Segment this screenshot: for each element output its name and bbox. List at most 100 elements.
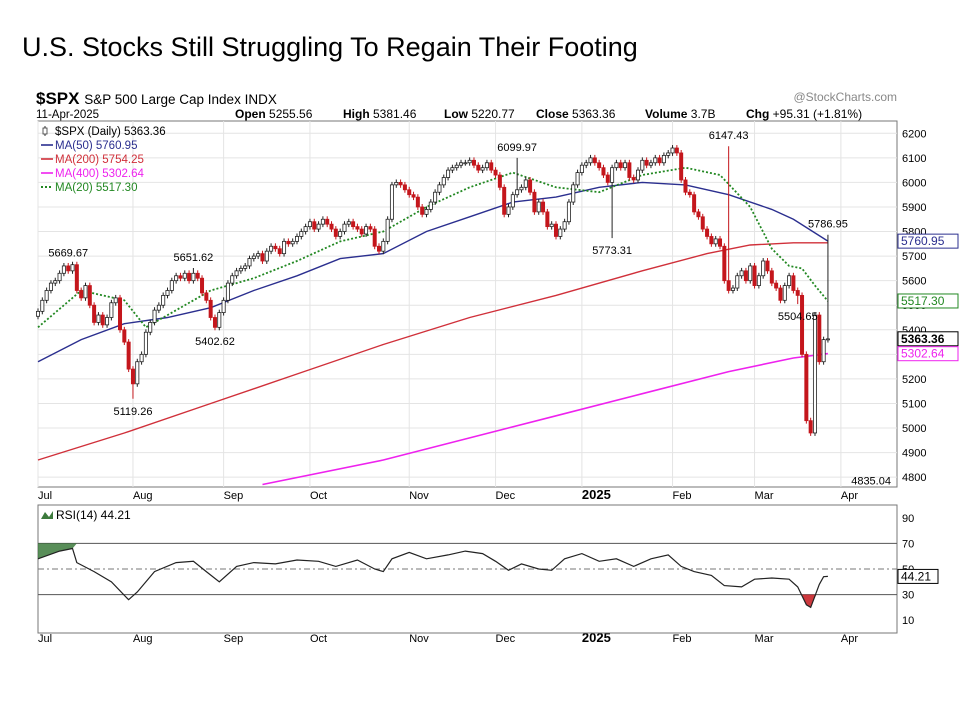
candle-body bbox=[562, 221, 567, 230]
candle bbox=[700, 213, 705, 233]
rsi-tick-label: 30 bbox=[902, 590, 914, 602]
candle-body bbox=[364, 226, 369, 235]
candle-body bbox=[238, 267, 243, 272]
candle-body bbox=[471, 159, 476, 166]
candle bbox=[566, 199, 571, 225]
candle bbox=[204, 289, 209, 304]
candle bbox=[648, 159, 653, 169]
candle-body bbox=[411, 194, 416, 198]
candle-body bbox=[459, 162, 464, 166]
candle-body bbox=[415, 196, 420, 208]
candle-body bbox=[726, 280, 731, 291]
candle-body bbox=[467, 159, 472, 164]
candle bbox=[718, 235, 723, 250]
candle bbox=[364, 223, 369, 237]
candle bbox=[730, 285, 735, 294]
candle-body bbox=[57, 272, 62, 282]
price-annotation: 6099.97 bbox=[497, 142, 537, 154]
candle-body bbox=[640, 159, 645, 171]
candle bbox=[748, 262, 753, 284]
candle-body bbox=[463, 162, 468, 165]
candle-body bbox=[761, 260, 766, 277]
candle-body bbox=[148, 322, 153, 333]
candle-body bbox=[260, 253, 265, 262]
candle bbox=[450, 164, 455, 174]
candle bbox=[553, 221, 558, 240]
candle bbox=[195, 270, 200, 282]
candle-body bbox=[661, 154, 666, 164]
candle-body bbox=[307, 221, 312, 228]
candle-body bbox=[579, 164, 584, 173]
candle bbox=[264, 248, 269, 264]
candle-body bbox=[476, 164, 481, 171]
candle-body bbox=[36, 310, 41, 317]
candle bbox=[53, 277, 58, 287]
candle-body bbox=[623, 162, 628, 169]
right-value-label: 5517.30 bbox=[897, 293, 959, 309]
candle-body bbox=[644, 159, 649, 166]
chart-date: 11-Apr-2025 bbox=[36, 109, 99, 121]
candle-body bbox=[161, 295, 166, 306]
candle bbox=[92, 302, 97, 326]
candle-body bbox=[808, 420, 813, 434]
candle-body bbox=[575, 172, 580, 186]
candle bbox=[506, 204, 511, 218]
x-axis-label: Feb bbox=[673, 490, 692, 502]
candle bbox=[79, 287, 84, 301]
candle-body bbox=[368, 226, 373, 230]
candle-body bbox=[130, 368, 135, 385]
candle bbox=[174, 272, 179, 284]
candle-body bbox=[398, 182, 403, 186]
rsi-x-axis-label: Nov bbox=[409, 633, 429, 645]
rsi-current-box bbox=[897, 568, 939, 584]
candle-body bbox=[105, 317, 110, 326]
candle-body bbox=[774, 282, 779, 289]
candle bbox=[454, 162, 459, 171]
candle-body bbox=[212, 317, 217, 328]
candle-body bbox=[247, 258, 252, 267]
candle bbox=[161, 292, 166, 309]
rsi-x-axis-label: Sep bbox=[224, 633, 244, 645]
rsi-x-axis-label: Oct bbox=[310, 633, 327, 645]
price-annotation: 5651.62 bbox=[174, 252, 214, 264]
ma400-line bbox=[262, 352, 829, 486]
quote-high: High 5381.46 bbox=[343, 107, 417, 121]
candle bbox=[726, 146, 731, 294]
legend-label: MA(20) 5517.30 bbox=[55, 182, 137, 194]
candle-body bbox=[484, 162, 489, 169]
candle-body bbox=[519, 186, 524, 191]
candle bbox=[221, 297, 226, 316]
candle bbox=[238, 265, 243, 274]
candle bbox=[484, 159, 489, 171]
candle-body bbox=[825, 338, 830, 341]
candle-body bbox=[394, 182, 399, 186]
candle bbox=[489, 159, 494, 174]
candle bbox=[459, 159, 464, 169]
candle-body bbox=[743, 270, 748, 282]
candle-body bbox=[541, 201, 546, 213]
candle-body bbox=[109, 302, 114, 318]
candle bbox=[644, 157, 649, 169]
candle-body bbox=[532, 191, 537, 213]
candle bbox=[187, 270, 192, 284]
candle bbox=[169, 277, 174, 294]
candle-body bbox=[143, 331, 148, 355]
candle bbox=[592, 154, 597, 166]
candle bbox=[325, 216, 330, 228]
candle-body bbox=[165, 290, 170, 296]
candle bbox=[735, 272, 740, 291]
candle bbox=[618, 159, 623, 171]
candle bbox=[105, 314, 110, 328]
quote-low: Low 5220.77 bbox=[444, 107, 515, 121]
x-axis-label: Oct bbox=[310, 490, 327, 502]
candle-body bbox=[765, 260, 770, 272]
price-annotation: 5504.65 bbox=[778, 311, 818, 323]
candle-body bbox=[812, 314, 817, 434]
candle-body bbox=[817, 314, 822, 363]
candle-body bbox=[558, 228, 563, 237]
price-tick-label: 5900 bbox=[902, 202, 926, 214]
candle-body bbox=[290, 240, 295, 245]
candle-body bbox=[178, 275, 183, 279]
candle bbox=[333, 226, 338, 240]
candle-body bbox=[381, 240, 386, 252]
